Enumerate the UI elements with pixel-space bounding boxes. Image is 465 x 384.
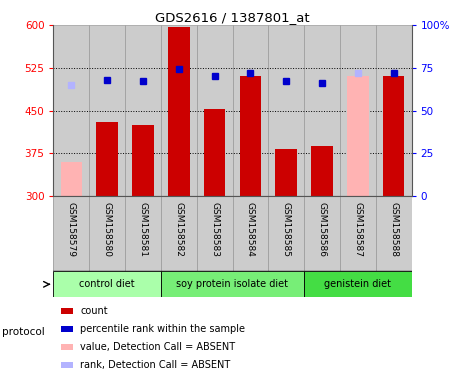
Bar [197,196,232,271]
Bar [232,196,268,271]
Bar [60,344,73,350]
Text: GSM158586: GSM158586 [318,202,326,257]
Text: value, Detection Call = ABSENT: value, Detection Call = ABSENT [80,342,235,352]
Bar [53,271,161,297]
Bar [347,76,369,196]
Bar [340,196,376,271]
Bar [268,25,304,196]
Bar [197,25,232,196]
Bar [60,308,73,314]
Bar [168,26,190,196]
Bar [132,125,154,196]
Bar [340,25,376,196]
Bar [304,271,412,297]
Bar [232,25,268,196]
Text: GSM158580: GSM158580 [103,202,112,257]
Text: GSM158585: GSM158585 [282,202,291,257]
Bar [311,146,333,196]
Text: GSM158584: GSM158584 [246,202,255,257]
Bar [304,25,340,196]
Bar [275,149,297,196]
Bar [268,196,304,271]
Bar [60,326,73,332]
Bar [204,109,226,196]
Text: rank, Detection Call = ABSENT: rank, Detection Call = ABSENT [80,360,231,370]
Text: count: count [80,306,108,316]
Bar [161,271,304,297]
Bar [53,25,89,196]
Bar [125,25,161,196]
Bar [89,196,125,271]
Bar [376,25,412,196]
Text: control diet: control diet [80,279,135,289]
Text: GSM158587: GSM158587 [353,202,362,257]
Bar [89,25,125,196]
Bar [125,196,161,271]
Text: GSM158583: GSM158583 [210,202,219,257]
Bar [60,362,73,368]
Text: percentile rank within the sample: percentile rank within the sample [80,324,246,334]
Bar [383,76,405,196]
Text: soy protein isolate diet: soy protein isolate diet [177,279,288,289]
Text: protocol: protocol [2,327,45,337]
Bar [53,196,89,271]
Bar [161,25,197,196]
Bar [304,196,340,271]
Bar [161,196,197,271]
Text: GSM158581: GSM158581 [139,202,147,257]
Text: genistein diet: genistein diet [324,279,392,289]
Bar [96,122,118,196]
Bar [239,76,261,196]
Text: GSM158588: GSM158588 [389,202,398,257]
Text: GSM158579: GSM158579 [67,202,76,257]
Bar [60,162,82,196]
Bar [376,196,412,271]
Title: GDS2616 / 1387801_at: GDS2616 / 1387801_at [155,11,310,24]
Text: GSM158582: GSM158582 [174,202,183,257]
